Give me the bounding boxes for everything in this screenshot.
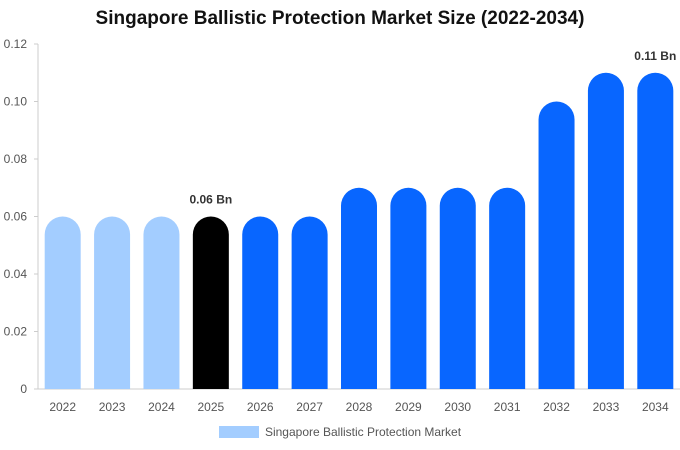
bar-2022[interactable] [44,216,81,390]
y-tick-label: 0 [20,382,27,396]
x-tick-label: 2025 [197,400,224,414]
legend[interactable]: Singapore Ballistic Protection Market [0,425,680,439]
x-tick-label: 2030 [444,400,471,414]
x-tick-label: 2031 [494,400,521,414]
x-tick-label: 2024 [148,400,175,414]
bar-2030[interactable] [439,187,476,389]
y-tick-label: 0.02 [4,325,28,339]
labels: 2022 2023 2024 2025 2026 2027 2028 2029 2030 2031… [49,49,676,414]
bar-2029[interactable] [390,187,427,389]
bar-2024[interactable] [143,216,180,390]
y-tick-label: 0.10 [4,95,28,109]
bar-2028[interactable] [341,187,377,389]
x-tick-label: 2026 [247,400,274,414]
bar-2023[interactable] [94,216,131,390]
x-tick-label: 2027 [296,400,323,414]
x-tick-label: 2033 [593,400,620,414]
data-label-2034: 0.11 Bn [634,49,676,63]
x-tick-label: 2032 [543,400,570,414]
data-label-2025: 0.06 Bn [190,193,233,207]
x-tick-label: 2022 [49,400,76,414]
bar-2033[interactable] [587,72,624,389]
legend-swatch [218,426,259,438]
bar-2026[interactable] [242,216,279,390]
x-tick-label: 2029 [395,400,422,414]
y-tick-label: 0.04 [4,267,28,281]
x-tick-label: 2023 [99,400,126,414]
chart-title: Singapore Ballistic Protection Market Si… [95,8,585,29]
x-tick-label: 2028 [346,400,373,414]
y-tick-label: 0.08 [4,152,28,166]
bar-2025[interactable] [192,216,229,390]
bars [44,72,674,390]
bar-2027[interactable] [291,216,328,390]
bar-2034[interactable] [637,72,674,389]
legend-label: Singapore Ballistic Protection Market [264,425,462,439]
y-tick-label: 0.06 [4,210,28,224]
x-tick-label: 2034 [642,400,669,414]
y-tick-label: 0.12 [4,37,28,51]
bar-2031[interactable] [489,187,526,389]
bar-2032[interactable] [538,101,575,390]
